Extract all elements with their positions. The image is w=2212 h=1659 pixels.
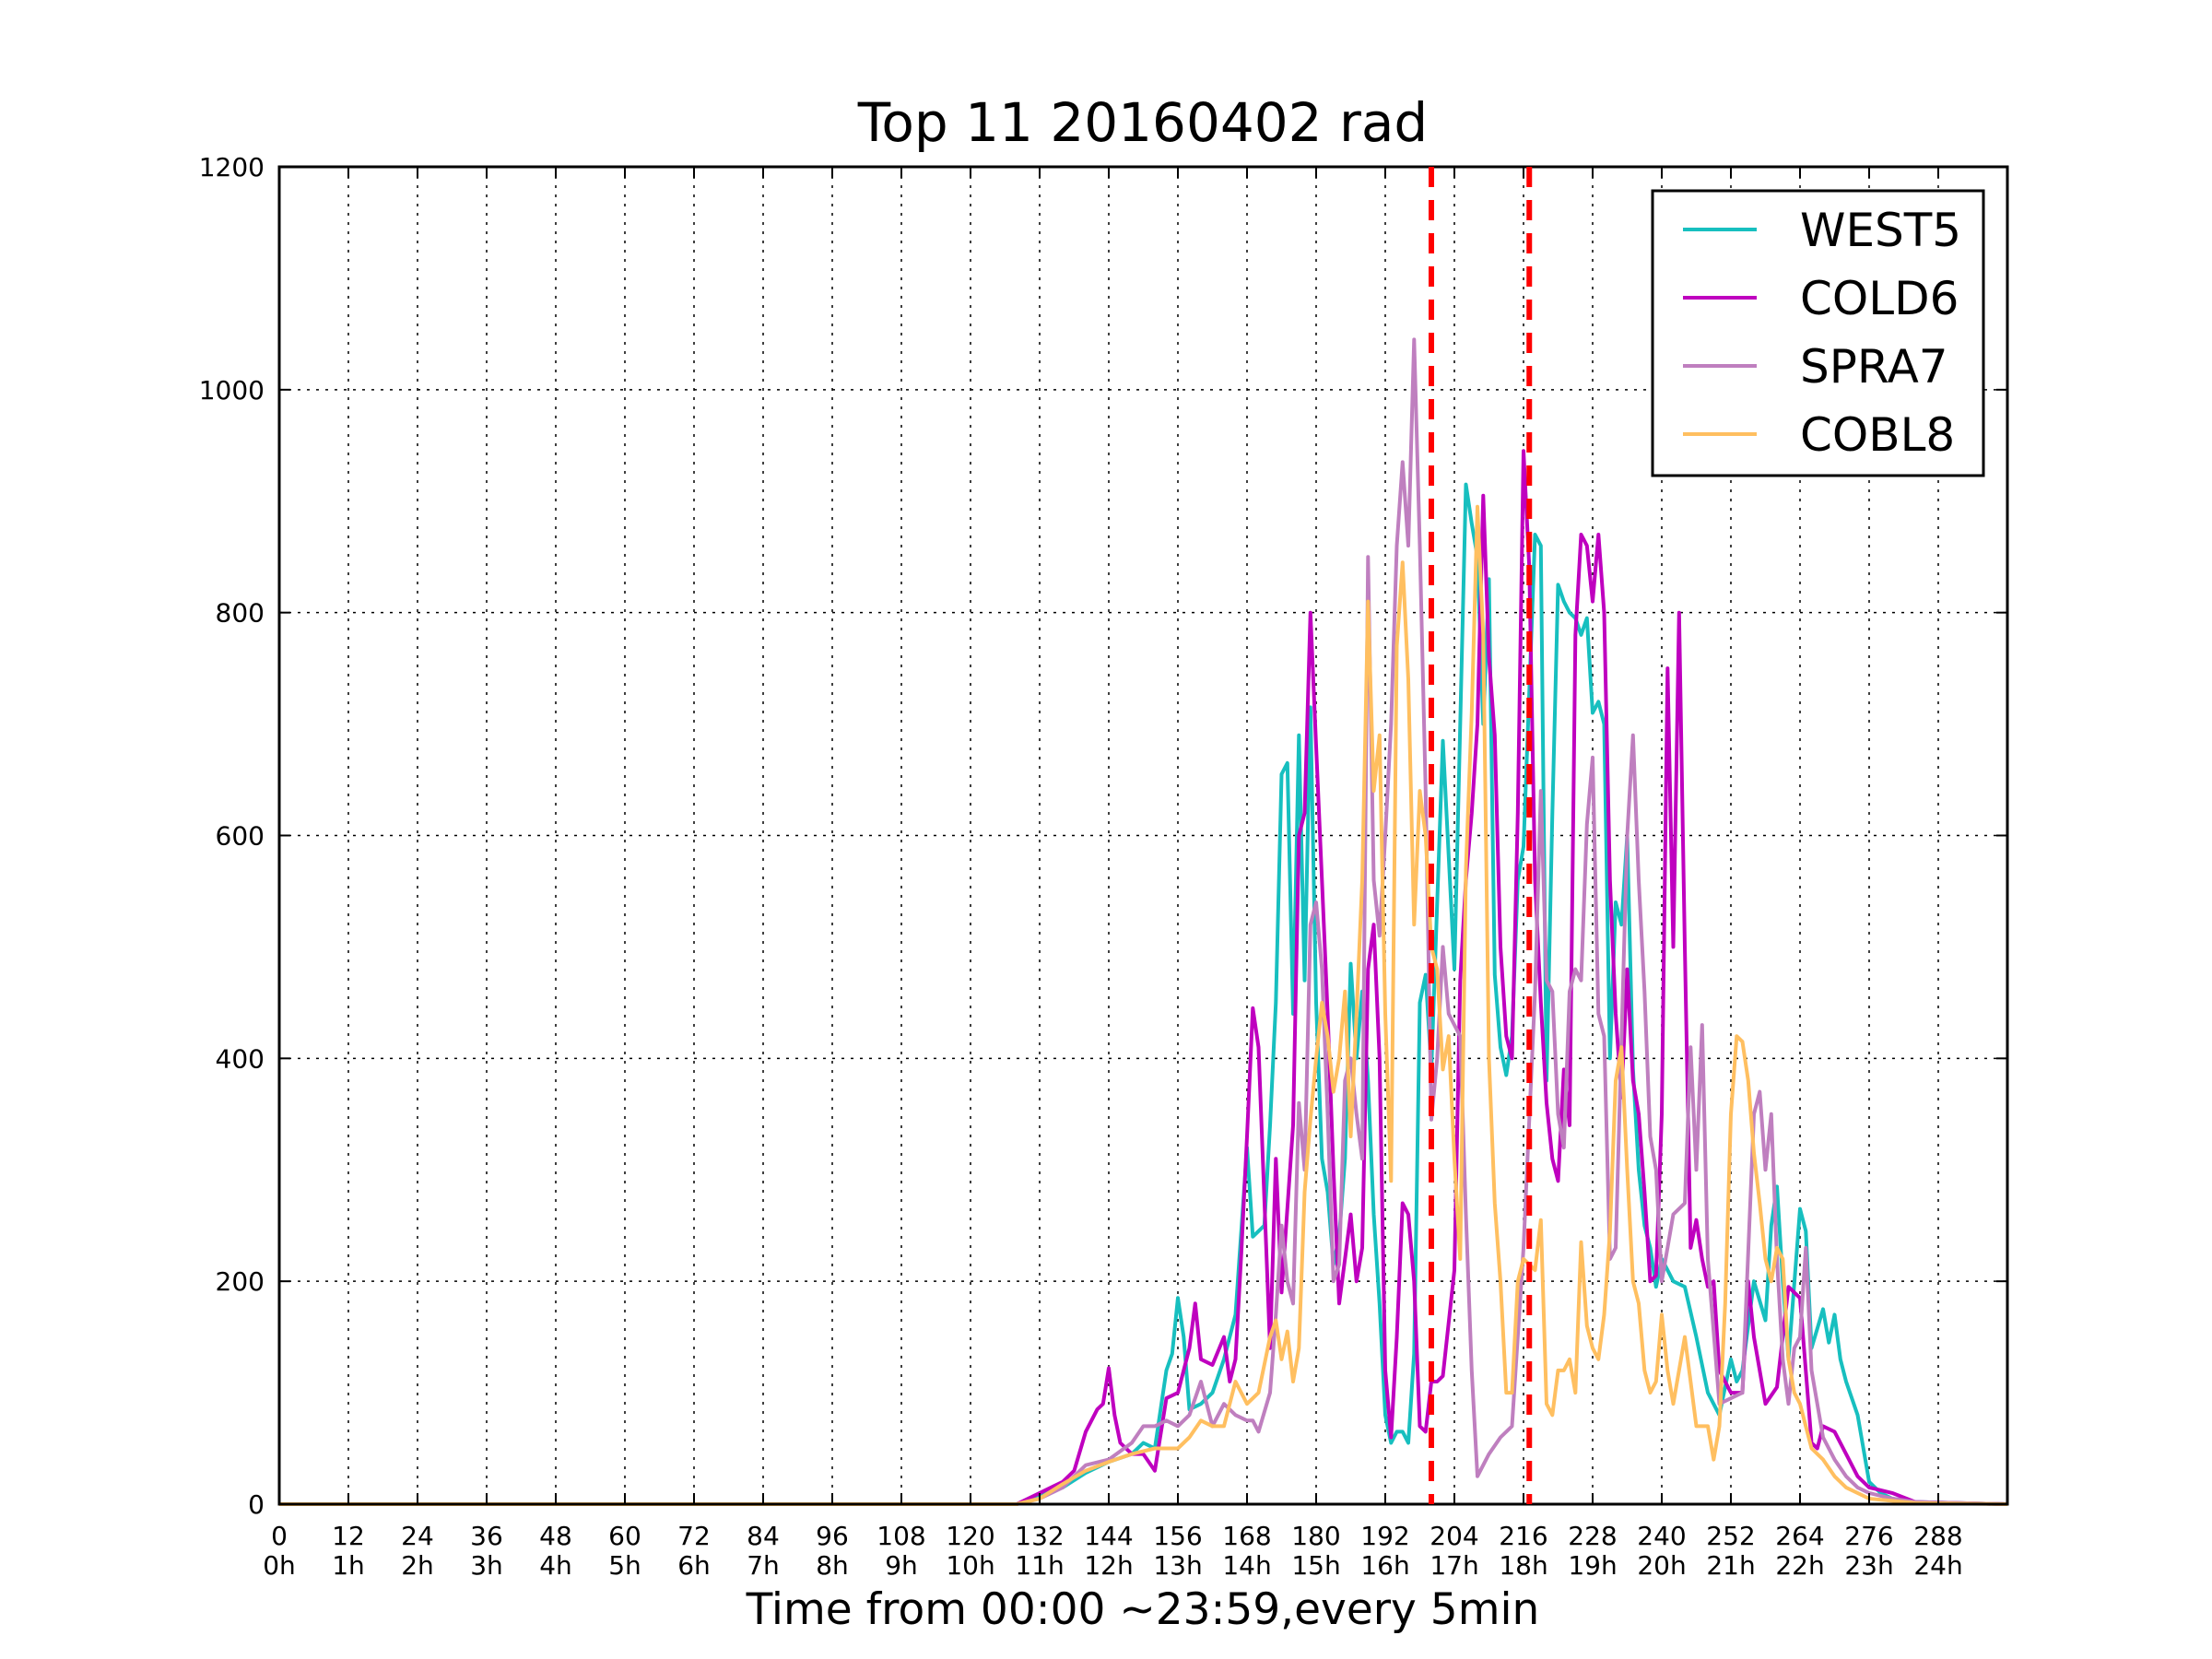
legend-label: SPRA7 — [1800, 340, 1948, 394]
x-tick-sublabel: 6h — [677, 1550, 711, 1581]
x-tick-sublabel: 0h — [263, 1550, 296, 1581]
x-tick-label: 252 — [1706, 1521, 1755, 1551]
chart-title: Top 11 20160402 rad — [857, 91, 1428, 154]
x-tick-label: 264 — [1775, 1521, 1824, 1551]
x-tick-sublabel: 19h — [1568, 1550, 1617, 1581]
legend: WEST5 COLD6 SPRA7 COBL8 — [1651, 189, 1985, 477]
legend-label: COBL8 — [1800, 408, 1955, 462]
x-tick-label: 72 — [677, 1521, 711, 1551]
x-tick-sublabel: 18h — [1499, 1550, 1547, 1581]
x-tick-label: 96 — [816, 1521, 849, 1551]
x-tick-label: 180 — [1291, 1521, 1340, 1551]
series-line-cold6 — [279, 449, 2008, 1506]
x-tick-sublabel: 15h — [1291, 1550, 1340, 1581]
x-tick-sublabel: 4h — [539, 1550, 572, 1581]
x-tick-sublabel: 8h — [816, 1550, 849, 1581]
legend-label: COLD6 — [1800, 272, 1959, 325]
x-tick-label: 192 — [1360, 1521, 1409, 1551]
x-tick-sublabel: 17h — [1430, 1550, 1478, 1581]
x-tick-sublabel: 7h — [747, 1550, 780, 1581]
x-tick-sublabel: 1h — [332, 1550, 365, 1581]
series-line-spra7 — [279, 337, 2008, 1506]
x-tick-sublabel: 12h — [1084, 1550, 1133, 1581]
x-tick-label: 168 — [1222, 1521, 1271, 1551]
series-group — [279, 337, 2008, 1506]
x-tick-label: 240 — [1637, 1521, 1686, 1551]
x-tick-label: 120 — [946, 1521, 994, 1551]
legend-label: WEST5 — [1800, 204, 1961, 257]
x-tick-sublabel: 20h — [1637, 1550, 1686, 1581]
x-tick-sublabel: 22h — [1775, 1550, 1824, 1581]
x-tick-label: 108 — [877, 1521, 925, 1551]
x-tick-label: 144 — [1084, 1521, 1133, 1551]
x-tick-label: 156 — [1153, 1521, 1202, 1551]
y-tick-label: 400 — [216, 1043, 265, 1074]
x-tick-sublabel: 3h — [470, 1550, 503, 1581]
x-tick-sublabel: 5h — [608, 1550, 641, 1581]
series-line-cobl8 — [279, 504, 2008, 1506]
x-axis-label: Time from 00:00 ~23:59,every 5min — [746, 1584, 1540, 1635]
x-tick-sublabel: 2h — [401, 1550, 434, 1581]
x-tick-sublabel: 9h — [885, 1550, 918, 1581]
x-tick-sublabel: 24h — [1913, 1550, 1962, 1581]
ticks — [278, 166, 2007, 1505]
y-tick-label: 800 — [216, 598, 265, 629]
legend-box — [1651, 189, 1985, 477]
x-tick-label: 48 — [539, 1521, 572, 1551]
x-tick-label: 60 — [608, 1521, 641, 1551]
y-tick-label: 200 — [216, 1266, 265, 1297]
x-tick-sublabel: 23h — [1844, 1550, 1893, 1581]
y-tick-labels: 0 200 400 600 800 1000 1200 — [199, 152, 265, 1520]
y-tick-label: 1000 — [199, 375, 265, 406]
x-tick-sublabel: 16h — [1360, 1550, 1409, 1581]
x-tick-sublabel: 21h — [1706, 1550, 1755, 1581]
x-tick-label: 84 — [747, 1521, 780, 1551]
x-tick-label: 204 — [1430, 1521, 1478, 1551]
x-tick-sublabel: 11h — [1015, 1550, 1064, 1581]
x-tick-label: 12 — [332, 1521, 365, 1551]
y-tick-label: 1200 — [199, 152, 265, 182]
x-tick-label: 288 — [1913, 1521, 1962, 1551]
x-tick-sublabel: 10h — [946, 1550, 994, 1581]
x-tick-label: 36 — [470, 1521, 503, 1551]
reference-lines — [1429, 167, 1533, 1504]
y-tick-label: 600 — [216, 821, 265, 852]
x-tick-label: 0 — [271, 1521, 288, 1551]
x-tick-label: 228 — [1568, 1521, 1617, 1551]
y-tick-label: 0 — [248, 1489, 265, 1520]
x-tick-label: 216 — [1499, 1521, 1547, 1551]
x-tick-label: 132 — [1015, 1521, 1064, 1551]
x-tick-sublabel: 14h — [1222, 1550, 1271, 1581]
x-tick-label: 24 — [401, 1521, 434, 1551]
x-tick-sublabel: 13h — [1153, 1550, 1202, 1581]
x-tick-label: 276 — [1844, 1521, 1893, 1551]
